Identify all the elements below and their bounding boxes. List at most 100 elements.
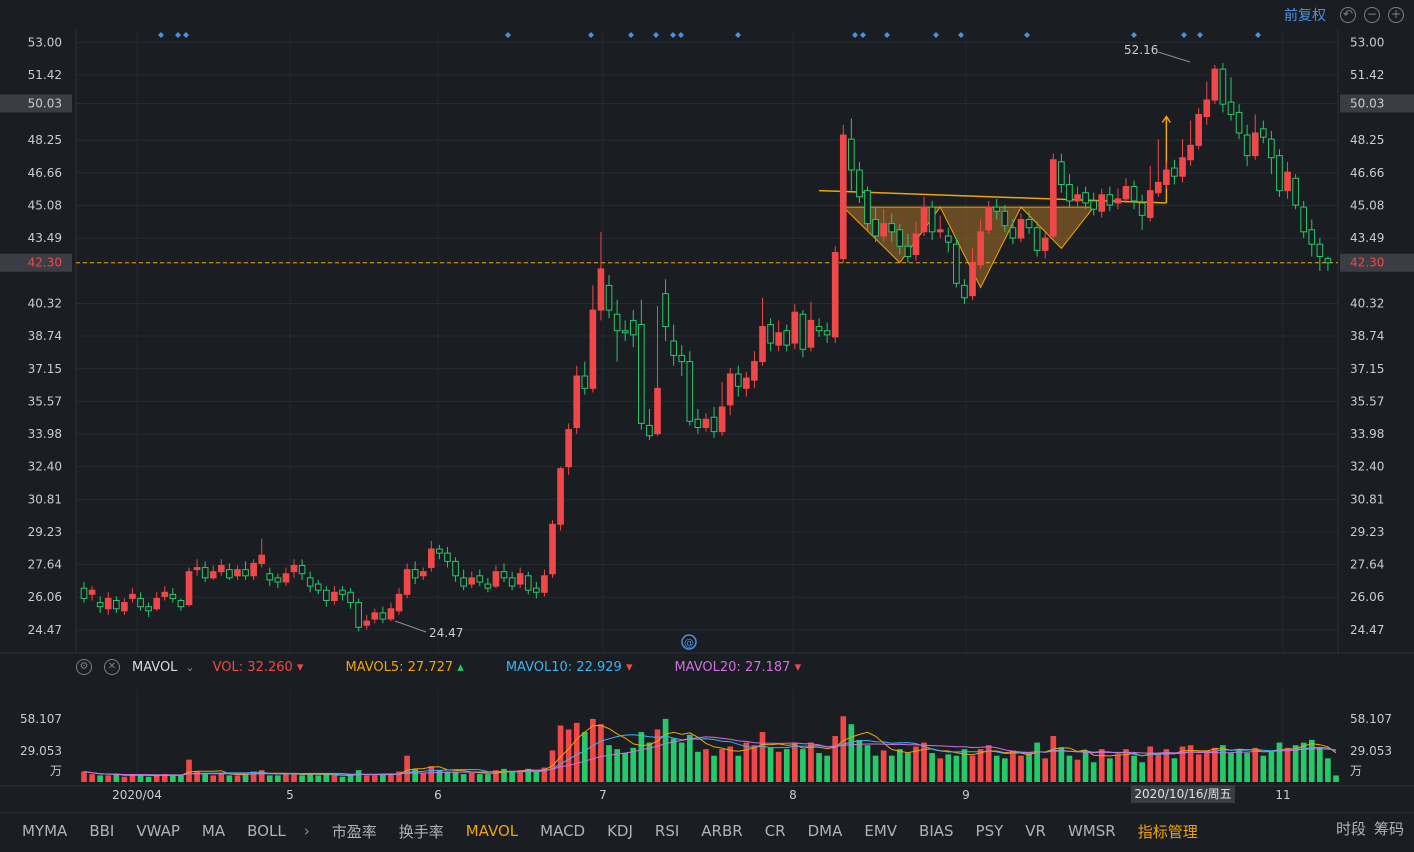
tab-9[interactable]: KDJ (607, 822, 633, 840)
volume-bar (913, 746, 919, 782)
volume-bar (145, 776, 152, 782)
volume-bar (388, 774, 394, 782)
candle-body (234, 569, 241, 577)
notice-icon (681, 634, 697, 650)
price-tag-left (0, 253, 72, 272)
settings-icon[interactable]: ⚙ (76, 659, 92, 675)
tab-3[interactable]: MA (201, 822, 226, 840)
tab-7[interactable]: MAVOL (465, 822, 519, 840)
candle-body (403, 569, 411, 595)
price-label-right: 51.42 (1350, 68, 1384, 82)
volume-bar (501, 768, 507, 782)
volume-bar (1026, 753, 1032, 782)
volume-bar (929, 753, 935, 782)
candle-body (96, 602, 104, 608)
tab-14[interactable]: EMV (864, 822, 898, 840)
candle-body (880, 223, 887, 237)
undo-icon[interactable]: ↶ (1340, 7, 1356, 23)
volume-bar (323, 774, 330, 782)
tab-11[interactable]: ARBR (701, 822, 743, 840)
candle-body (298, 564, 306, 575)
candle-body (888, 223, 896, 233)
volume-bar (985, 745, 992, 782)
close-icon[interactable]: ✕ (104, 659, 120, 675)
volume-bar (759, 732, 766, 782)
volume-bar (969, 755, 976, 782)
price-label-left: 27.64 (28, 558, 62, 572)
tabs-more-icon[interactable]: › (303, 822, 310, 840)
tab-2[interactable]: VWAP (136, 822, 180, 840)
candle-body (1146, 190, 1154, 218)
tab-12[interactable]: CR (764, 822, 786, 840)
tab-17[interactable]: VR (1025, 822, 1046, 840)
tab-6[interactable]: 换手率 (398, 822, 444, 841)
event-marker (933, 32, 939, 38)
volume-bar (121, 776, 128, 782)
volume-bar (460, 774, 467, 782)
candle-body (500, 571, 508, 579)
tab-16[interactable]: PSY (975, 822, 1004, 840)
volume-bar (1317, 747, 1323, 782)
tab-5[interactable]: 市盈率 (331, 822, 377, 841)
candle-body (137, 597, 144, 608)
zoom-in-icon[interactable]: + (1388, 7, 1404, 23)
volume-bar (275, 775, 281, 782)
price-label-left: 24.47 (28, 623, 62, 637)
tab-15[interactable]: BIAS (919, 822, 954, 840)
volume-bar (614, 749, 620, 782)
volume-bar (1203, 750, 1210, 782)
candle-body (597, 268, 605, 311)
volume-bar (1252, 747, 1259, 782)
volume-bar (800, 749, 806, 782)
tab-period[interactable]: 时段 (1335, 820, 1366, 838)
price-label-left: 30.81 (28, 492, 62, 506)
tab-8[interactable]: MACD (540, 822, 586, 840)
candle-body (702, 418, 710, 429)
tab-18[interactable]: WMSR (1067, 822, 1116, 840)
candle-body (444, 552, 451, 562)
tab-13[interactable]: DMA (807, 822, 843, 840)
volume-bar (1050, 736, 1057, 782)
candle-body (209, 571, 217, 579)
tab-4[interactable]: BOLL (247, 822, 286, 840)
indicator-name[interactable]: MAVOL (132, 659, 178, 675)
candle-body (775, 332, 782, 346)
tab-0[interactable]: MYMA (22, 822, 68, 840)
x-axis-label: 7 (599, 788, 607, 802)
date-tooltip-bg (1131, 785, 1235, 803)
candle-body (1090, 200, 1098, 210)
candle-body (710, 416, 718, 433)
volume-bar (493, 770, 499, 782)
volume-bar (1171, 758, 1178, 782)
tab-chips[interactable]: 筹码 (1373, 820, 1404, 838)
volume-bar (178, 775, 184, 782)
volume-bar (622, 753, 629, 782)
candle-body (460, 577, 467, 587)
adjust-mode-button[interactable]: 前复权 (1284, 8, 1326, 24)
volume-bar (1082, 750, 1089, 782)
candle-body (217, 564, 225, 573)
price-label-right: 30.81 (1350, 492, 1384, 506)
volume-bar (832, 736, 839, 782)
candle-body (993, 206, 1001, 212)
event-marker (735, 32, 741, 38)
price-label-left: 50.03 (28, 97, 62, 111)
volume-bar (234, 775, 241, 782)
candle-body (589, 309, 597, 389)
tab-1[interactable]: BBI (89, 822, 115, 840)
x-axis-label: 9 (962, 788, 970, 802)
candle-body (436, 548, 443, 554)
candle-body (1154, 181, 1162, 194)
volume-bar (315, 775, 322, 782)
candle-body (476, 575, 484, 583)
volume-bar (1163, 749, 1170, 782)
neckline (819, 189, 1167, 204)
candle-body (1259, 128, 1267, 138)
candle-body (250, 562, 257, 577)
volume-bar (444, 771, 451, 782)
tab-19[interactable]: 指标管理 (1137, 822, 1198, 841)
tab-10[interactable]: RSI (654, 822, 680, 840)
chevron-down-icon[interactable]: ⌄ (185, 660, 195, 674)
zoom-out-icon[interactable]: − (1364, 7, 1380, 23)
